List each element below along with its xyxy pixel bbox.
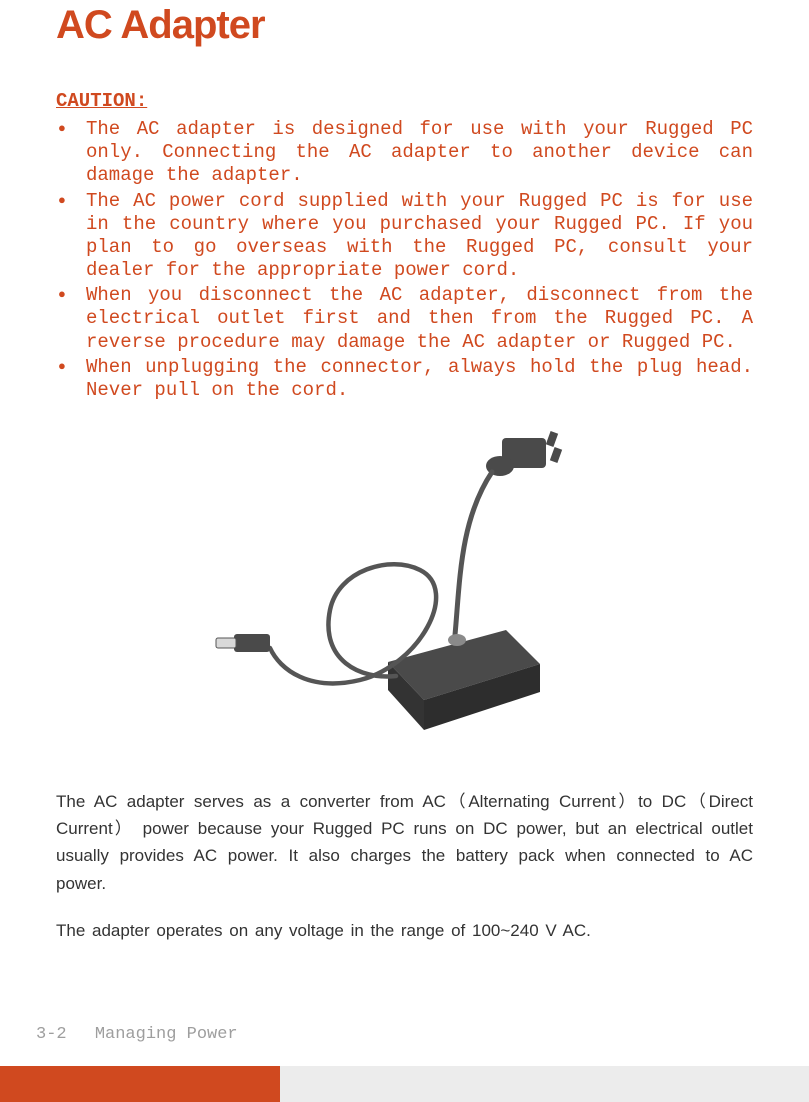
caution-item: The AC power cord supplied with your Rug…	[56, 190, 753, 283]
footer-bar	[0, 1066, 809, 1102]
power-cord	[455, 472, 492, 635]
page-footer: 3-2 Managing Power	[0, 1025, 809, 1102]
chapter-name: Managing Power	[95, 1025, 238, 1044]
caution-item: When unplugging the connector, always ho…	[56, 356, 753, 402]
ac-adapter-illustration	[210, 430, 600, 760]
body-paragraph: The adapter operates on any voltage in t…	[56, 917, 753, 944]
caution-label: CAUTION:	[56, 90, 753, 112]
page: AC Adapter CAUTION: The AC adapter is de…	[0, 0, 809, 1102]
wall-plug-icon	[486, 431, 562, 476]
footer-bar-accent	[0, 1066, 280, 1102]
adapter-brick-icon	[388, 630, 540, 730]
caution-item: When you disconnect the AC adapter, disc…	[56, 284, 753, 354]
footer-text: 3-2 Managing Power	[0, 1025, 809, 1066]
caution-item: The AC adapter is designed for use with …	[56, 118, 753, 188]
dc-connector-icon	[216, 634, 270, 652]
ac-adapter-figure	[56, 430, 753, 760]
caution-list: The AC adapter is designed for use with …	[56, 118, 753, 402]
body-paragraph: The AC adapter serves as a converter fro…	[56, 788, 753, 897]
footer-bar-fill	[280, 1066, 809, 1102]
page-number: 3-2	[36, 1025, 67, 1044]
page-title: AC Adapter	[56, 0, 753, 46]
